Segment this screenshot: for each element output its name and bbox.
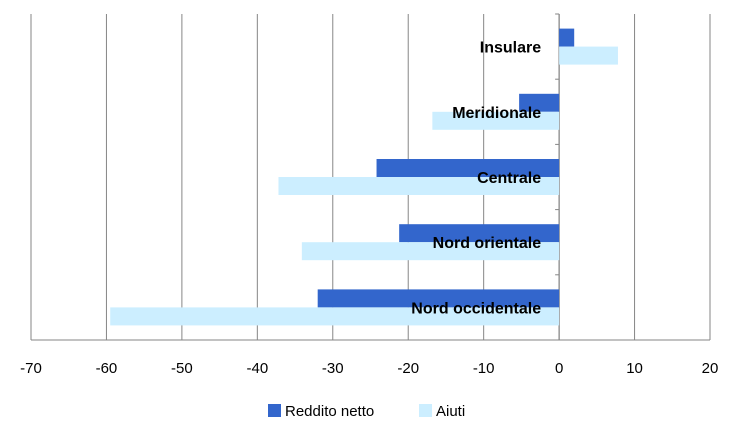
legend-swatch — [268, 404, 281, 417]
x-tick-label: 20 — [702, 360, 719, 377]
category-label: Nord occidentale — [411, 300, 541, 317]
legend: Reddito netto Aiuti — [268, 403, 465, 420]
bar-aiuti — [278, 177, 560, 195]
bar-aiuti — [301, 242, 560, 261]
x-tick-label: -60 — [96, 360, 118, 377]
bars — [110, 28, 618, 326]
bar-reddito-netto — [519, 93, 560, 112]
x-tick-label: 0 — [555, 360, 563, 377]
category-label: Centrale — [477, 170, 541, 187]
legend-label: Reddito netto — [285, 403, 374, 420]
x-tick-label: -70 — [20, 360, 42, 377]
bar-reddito-netto — [317, 289, 560, 308]
x-tick-label: -30 — [322, 360, 344, 377]
x-tick-label: -40 — [246, 360, 268, 377]
x-tick-label: -50 — [171, 360, 193, 377]
category-label: Nord orientale — [433, 235, 542, 252]
x-tick-label: -20 — [397, 360, 419, 377]
bar-aiuti — [110, 307, 560, 326]
category-label: Insulare — [480, 40, 541, 57]
bar-reddito-netto — [559, 28, 575, 47]
x-tick-label: -10 — [473, 360, 495, 377]
bar-aiuti — [432, 111, 560, 130]
x-tick-labels: -70 -60 -50 -40 -30 -20 -10 0 10 20 — [20, 360, 718, 377]
legend-label: Aiuti — [436, 403, 465, 420]
bar-reddito-netto — [399, 224, 560, 243]
bar-aiuti — [559, 46, 618, 65]
category-labels: Insulare Meridionale Centrale Nord oriental… — [411, 40, 541, 318]
legend-swatch — [419, 404, 432, 417]
bar-reddito-netto — [376, 159, 560, 177]
category-label: Meridionale — [452, 105, 541, 122]
x-tick-label: 10 — [626, 360, 643, 377]
